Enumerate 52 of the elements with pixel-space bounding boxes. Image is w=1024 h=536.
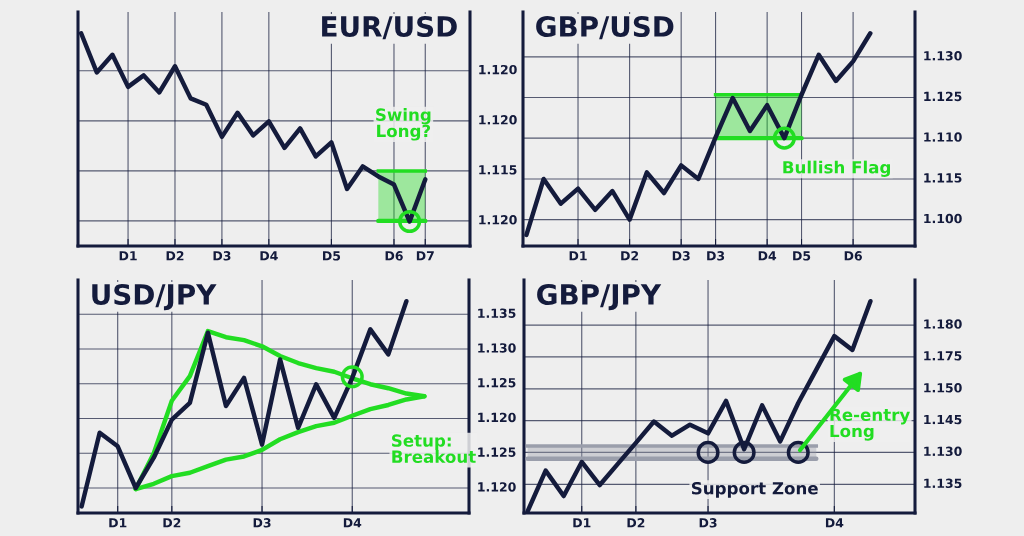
annotation: Setup: Breakout — [392, 434, 476, 463]
x-tick-label: D5 — [793, 251, 811, 261]
x-tick-label: D6 — [385, 251, 403, 261]
text: 1.135 — [478, 308, 516, 318]
x-tick-label: D5 — [323, 251, 341, 261]
x-tick-label: D2 — [621, 251, 639, 261]
x-tick-label: D6 — [844, 251, 862, 261]
text: 1.115 — [479, 165, 517, 175]
text: 1.145 — [924, 414, 962, 425]
x-tick-label: D2 — [166, 251, 184, 261]
text: 1.120 — [479, 64, 517, 75]
chart-title: GBP/USD — [536, 16, 674, 40]
text: 1.135 — [924, 478, 962, 489]
x-tick-label: D3 — [707, 251, 725, 261]
text: 1.180 — [924, 319, 962, 329]
x-tick-label: D4 — [758, 251, 777, 261]
x-tick-label: D3 — [699, 518, 717, 528]
x-tick-label: D4 — [260, 251, 278, 261]
chart-title: USD/JPY — [92, 283, 217, 311]
text: 1.125 — [478, 447, 516, 457]
annotation: Re-entry Long — [830, 408, 910, 441]
x-tick-label: D4 — [343, 518, 362, 528]
annotation: Swing Long? — [376, 108, 431, 141]
x-tick-label: D4 — [825, 518, 844, 528]
text: 1.130 — [924, 51, 962, 61]
x-tick-label: D2 — [627, 518, 645, 528]
chart-title: EUR/USD — [322, 16, 457, 40]
text: 1.175 — [924, 351, 962, 361]
text: 1.130 — [478, 343, 516, 353]
text: 1.125 — [478, 377, 516, 388]
text: 1.120 — [478, 412, 516, 423]
x-tick-label: D3 — [672, 251, 690, 261]
annotation: Support Zone — [691, 481, 818, 498]
x-tick-label: D1 — [569, 251, 587, 261]
text: 1.130 — [924, 446, 962, 457]
annotation: Bullish Flag — [783, 160, 890, 177]
text: 1.120 — [478, 482, 516, 492]
x-tick-label: D7 — [416, 251, 434, 261]
x-tick-label: D1 — [573, 518, 591, 528]
text: 1.100 — [924, 213, 962, 224]
text: 1.115 — [924, 173, 962, 183]
x-tick-label: D1 — [109, 518, 127, 528]
text: 1.120 — [479, 215, 517, 225]
x-tick-label: D2 — [163, 518, 181, 528]
x-tick-label: D3 — [213, 251, 231, 261]
text: 1.150 — [924, 383, 962, 393]
chart-title: GBP/JPY — [537, 283, 662, 311]
x-tick-label: D3 — [253, 518, 271, 528]
text: 1.125 — [924, 91, 962, 102]
x-tick-label: D1 — [119, 251, 137, 261]
text: 1.120 — [479, 115, 517, 125]
text: 1.110 — [924, 132, 962, 142]
